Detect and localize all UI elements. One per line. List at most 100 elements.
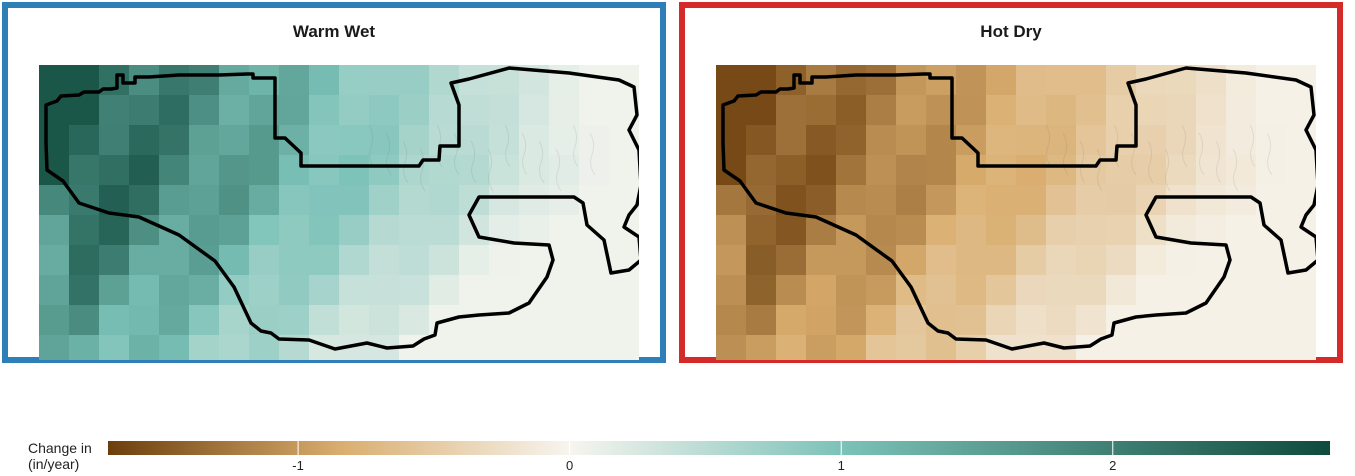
grid-cell [1166, 335, 1197, 360]
grid-cell [866, 335, 897, 360]
grid-cell [399, 215, 430, 246]
grid-cell [1226, 215, 1257, 246]
grid-cell [309, 125, 340, 156]
terrain-line [1215, 140, 1222, 184]
grid-cell [746, 305, 777, 336]
grid-cell [159, 275, 190, 306]
grid-cell [866, 65, 897, 96]
grid-cell [1166, 185, 1197, 216]
grid-cell [489, 185, 520, 216]
terrain-line [470, 140, 477, 184]
grid-cell [716, 125, 747, 156]
legend-title: Change in (in/year) [28, 440, 92, 472]
grid-cell [1226, 65, 1257, 96]
grid-cell [1226, 125, 1257, 156]
grid-cell [459, 335, 490, 360]
grid-cell [1196, 185, 1227, 216]
grid-cell [956, 305, 987, 336]
grid-cell [369, 245, 400, 276]
grid-cell [1016, 65, 1047, 96]
grid-cell [716, 185, 747, 216]
grid-cell [1286, 305, 1316, 336]
grid-cell [69, 305, 100, 336]
grid-cell [189, 95, 220, 126]
grid-cell [549, 65, 580, 96]
grid-cell [926, 245, 957, 276]
grid-cell [309, 65, 340, 96]
grid-cell [866, 275, 897, 306]
grid-cell [159, 335, 190, 360]
grid-cell [836, 275, 867, 306]
grid-cell [309, 305, 340, 336]
grid-cell [1076, 65, 1107, 96]
grid-cell [99, 155, 130, 186]
grid-cell [1136, 155, 1167, 186]
grid-cell [189, 155, 220, 186]
warm-wet-panel: Warm Wet [2, 2, 666, 363]
grid-cell [309, 185, 340, 216]
grid-cell [249, 245, 280, 276]
grid-cell [99, 215, 130, 246]
grid-cell [956, 245, 987, 276]
grid-cell [1226, 275, 1257, 306]
grid-cell [1166, 95, 1197, 126]
legend-gradient [108, 441, 1330, 455]
grid-cell [866, 215, 897, 246]
legend-tick-label: 2 [1109, 458, 1117, 473]
terrain-line [368, 124, 375, 168]
terrain-line [1079, 140, 1086, 184]
grid-cell [309, 155, 340, 186]
grid-cell [39, 215, 70, 246]
grid-cell [1136, 125, 1167, 156]
grid-cell [519, 95, 550, 126]
grid-cell [836, 125, 867, 156]
grid-cell [129, 95, 160, 126]
grid-cell [1016, 305, 1047, 336]
grid-cell [549, 335, 580, 360]
grid-cell [579, 275, 610, 306]
terrain-line [487, 148, 494, 192]
grid-cell [399, 65, 430, 96]
grid-cell [806, 185, 837, 216]
grid-cell [249, 215, 280, 246]
grid-cell [1076, 95, 1107, 126]
grid-cell [429, 335, 460, 360]
grid-cell [866, 155, 897, 186]
grid-cell [1106, 245, 1137, 276]
grid-cell [69, 95, 100, 126]
grid-cell [746, 125, 777, 156]
grid-cell [369, 65, 400, 96]
terrain-line [1045, 124, 1052, 168]
grid-cell [399, 275, 430, 306]
grid-cell [956, 65, 987, 96]
grid-cell [1076, 305, 1107, 336]
grid-cell [716, 95, 747, 126]
grid-cell [1106, 125, 1137, 156]
grid-cell [309, 95, 340, 126]
grid-cell [1286, 335, 1316, 360]
terrain-line [419, 148, 426, 192]
terrain-line [572, 124, 579, 168]
grid-cell [1046, 185, 1077, 216]
terrain-line [521, 132, 528, 176]
grid-cell [399, 95, 430, 126]
grid-cell [459, 185, 490, 216]
grid-cell [189, 65, 220, 96]
grid-cell [986, 65, 1017, 96]
grid-cell [129, 305, 160, 336]
terrain-line [1164, 148, 1171, 192]
grid-cell [99, 305, 130, 336]
grid-cell [1196, 95, 1227, 126]
grid-cell [579, 335, 610, 360]
region-boundary [44, 66, 639, 351]
grid-cell [369, 185, 400, 216]
grid-cell [806, 95, 837, 126]
grid-cell [369, 125, 400, 156]
grid-cell [339, 275, 370, 306]
grid-cell [129, 275, 160, 306]
grid-cell [746, 275, 777, 306]
grid-cell [549, 185, 580, 216]
grid-cell [489, 155, 520, 186]
grid-cell [1106, 335, 1137, 360]
grid-cell [1016, 245, 1047, 276]
